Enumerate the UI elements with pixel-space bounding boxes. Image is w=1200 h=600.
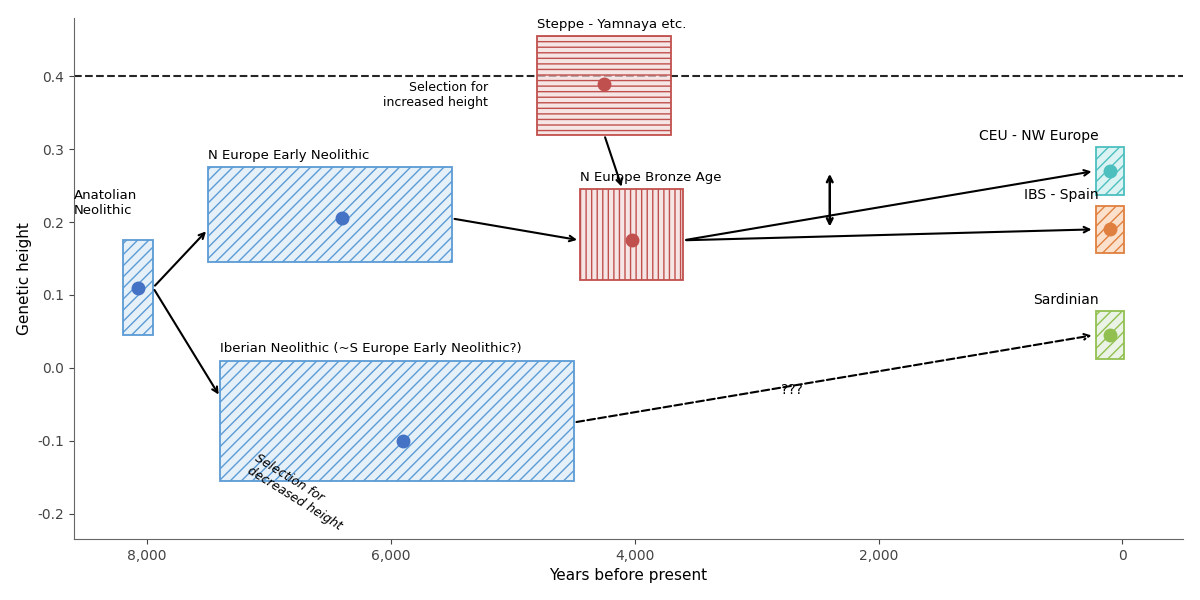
Text: ???: ??? [781,383,803,397]
Bar [580,189,684,280]
Bar [122,240,154,335]
Bar [580,189,684,280]
Text: Selection for
decreased height: Selection for decreased height [245,452,352,533]
Y-axis label: Genetic height: Genetic height [17,222,31,335]
Text: IBS - Spain: IBS - Spain [1024,188,1098,202]
Bar [538,36,671,134]
Text: CEU - NW Europe: CEU - NW Europe [979,130,1098,143]
Text: N Europe Bronze Age: N Europe Bronze Age [580,171,721,184]
Bar [1096,148,1124,195]
Bar [208,167,451,262]
Text: Anatolian
Neolithic: Anatolian Neolithic [74,189,137,217]
Bar [220,361,574,481]
Bar [208,167,451,262]
Text: Iberian Neolithic (~S Europe Early Neolithic?): Iberian Neolithic (~S Europe Early Neoli… [220,341,522,355]
Bar [1096,311,1124,359]
Bar [220,361,574,481]
Bar [1096,148,1124,195]
Text: N Europe Early Neolithic: N Europe Early Neolithic [208,149,370,161]
Text: Sardinian: Sardinian [1033,293,1098,307]
Bar [122,240,154,335]
Text: Steppe - Yamnaya etc.: Steppe - Yamnaya etc. [538,18,686,31]
Bar [1096,206,1124,253]
X-axis label: Years before present: Years before present [550,568,708,583]
Text: Selection for
increased height: Selection for increased height [384,80,488,109]
Bar [538,36,671,134]
Bar [1096,311,1124,359]
Bar [1096,206,1124,253]
